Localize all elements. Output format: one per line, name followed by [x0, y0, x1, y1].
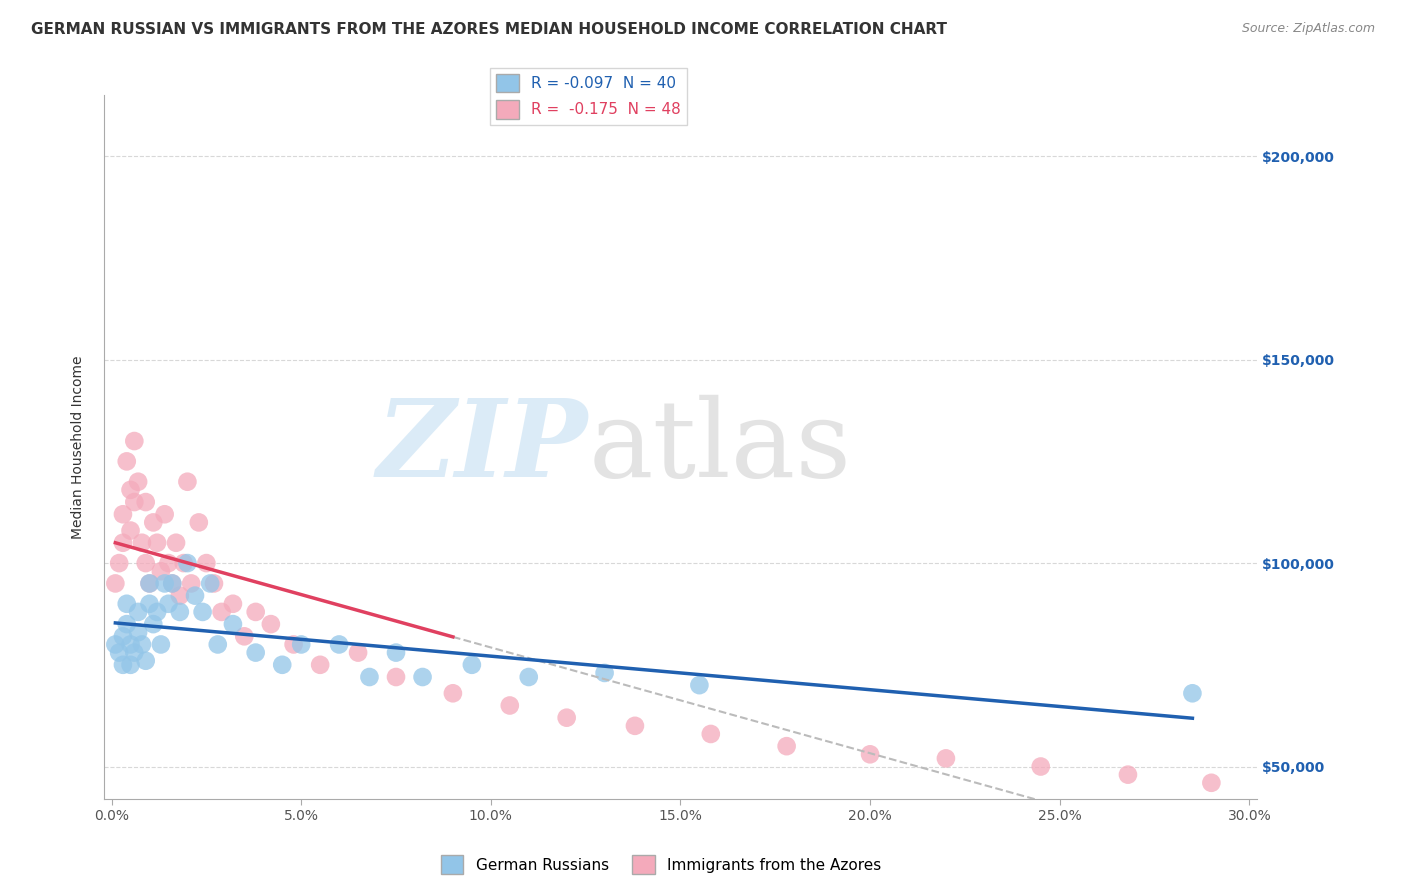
- Point: [176, 475, 198, 489]
- Point: [359, 670, 381, 684]
- Point: [135, 556, 157, 570]
- Point: [385, 646, 408, 660]
- Point: [385, 670, 408, 684]
- Point: [198, 576, 221, 591]
- Point: [165, 535, 187, 549]
- Point: [111, 629, 134, 643]
- Point: [115, 597, 138, 611]
- Point: [461, 657, 484, 672]
- Point: [180, 576, 202, 591]
- Point: [162, 576, 184, 591]
- Point: [111, 535, 134, 549]
- Point: [1116, 767, 1139, 781]
- Point: [115, 454, 138, 468]
- Point: [142, 617, 165, 632]
- Point: [441, 686, 464, 700]
- Y-axis label: Median Household Income: Median Household Income: [72, 355, 86, 539]
- Point: [120, 637, 142, 651]
- Point: [412, 670, 434, 684]
- Point: [124, 646, 146, 660]
- Point: [555, 711, 578, 725]
- Point: [499, 698, 522, 713]
- Point: [153, 508, 176, 522]
- Text: atlas: atlas: [588, 394, 851, 500]
- Point: [1029, 759, 1052, 773]
- Point: [111, 657, 134, 672]
- Point: [153, 576, 176, 591]
- Point: [245, 605, 267, 619]
- Point: [211, 605, 233, 619]
- Point: [120, 524, 142, 538]
- Point: [169, 589, 191, 603]
- Text: Source: ZipAtlas.com: Source: ZipAtlas.com: [1241, 22, 1375, 36]
- Point: [104, 576, 127, 591]
- Point: [149, 637, 172, 651]
- Point: [207, 637, 229, 651]
- Point: [104, 637, 127, 651]
- Text: GERMAN RUSSIAN VS IMMIGRANTS FROM THE AZORES MEDIAN HOUSEHOLD INCOME CORRELATION: GERMAN RUSSIAN VS IMMIGRANTS FROM THE AZ…: [31, 22, 946, 37]
- Point: [138, 576, 160, 591]
- Legend: German Russians, Immigrants from the Azores: German Russians, Immigrants from the Azo…: [434, 849, 887, 880]
- Point: [1201, 776, 1223, 790]
- Point: [127, 475, 149, 489]
- Point: [157, 597, 180, 611]
- Point: [195, 556, 218, 570]
- Point: [593, 665, 616, 680]
- Point: [127, 625, 149, 640]
- Point: [202, 576, 225, 591]
- Point: [184, 589, 207, 603]
- Point: [142, 516, 165, 530]
- Point: [222, 597, 245, 611]
- Point: [290, 637, 312, 651]
- Point: [120, 657, 142, 672]
- Point: [309, 657, 332, 672]
- Point: [135, 654, 157, 668]
- Point: [859, 747, 882, 762]
- Point: [138, 576, 160, 591]
- Point: [124, 495, 146, 509]
- Point: [162, 576, 184, 591]
- Point: [191, 605, 214, 619]
- Point: [328, 637, 350, 651]
- Point: [517, 670, 540, 684]
- Point: [169, 605, 191, 619]
- Point: [775, 739, 797, 754]
- Point: [935, 751, 957, 765]
- Point: [108, 646, 131, 660]
- Point: [120, 483, 142, 497]
- Point: [173, 556, 195, 570]
- Point: [124, 434, 146, 448]
- Point: [245, 646, 267, 660]
- Point: [283, 637, 305, 651]
- Point: [233, 629, 256, 643]
- Point: [115, 617, 138, 632]
- Point: [149, 564, 172, 578]
- Point: [700, 727, 723, 741]
- Point: [135, 495, 157, 509]
- Point: [271, 657, 294, 672]
- Point: [127, 605, 149, 619]
- Point: [131, 637, 153, 651]
- Point: [176, 556, 198, 570]
- Point: [187, 516, 209, 530]
- Legend: R = -0.097  N = 40, R =  -0.175  N = 48: R = -0.097 N = 40, R = -0.175 N = 48: [489, 68, 686, 125]
- Text: ZIP: ZIP: [377, 394, 588, 500]
- Point: [111, 508, 134, 522]
- Point: [222, 617, 245, 632]
- Point: [688, 678, 710, 692]
- Point: [624, 719, 647, 733]
- Point: [347, 646, 370, 660]
- Point: [157, 556, 180, 570]
- Point: [146, 605, 169, 619]
- Point: [138, 597, 160, 611]
- Point: [260, 617, 283, 632]
- Point: [1181, 686, 1204, 700]
- Point: [131, 535, 153, 549]
- Point: [146, 535, 169, 549]
- Point: [108, 556, 131, 570]
